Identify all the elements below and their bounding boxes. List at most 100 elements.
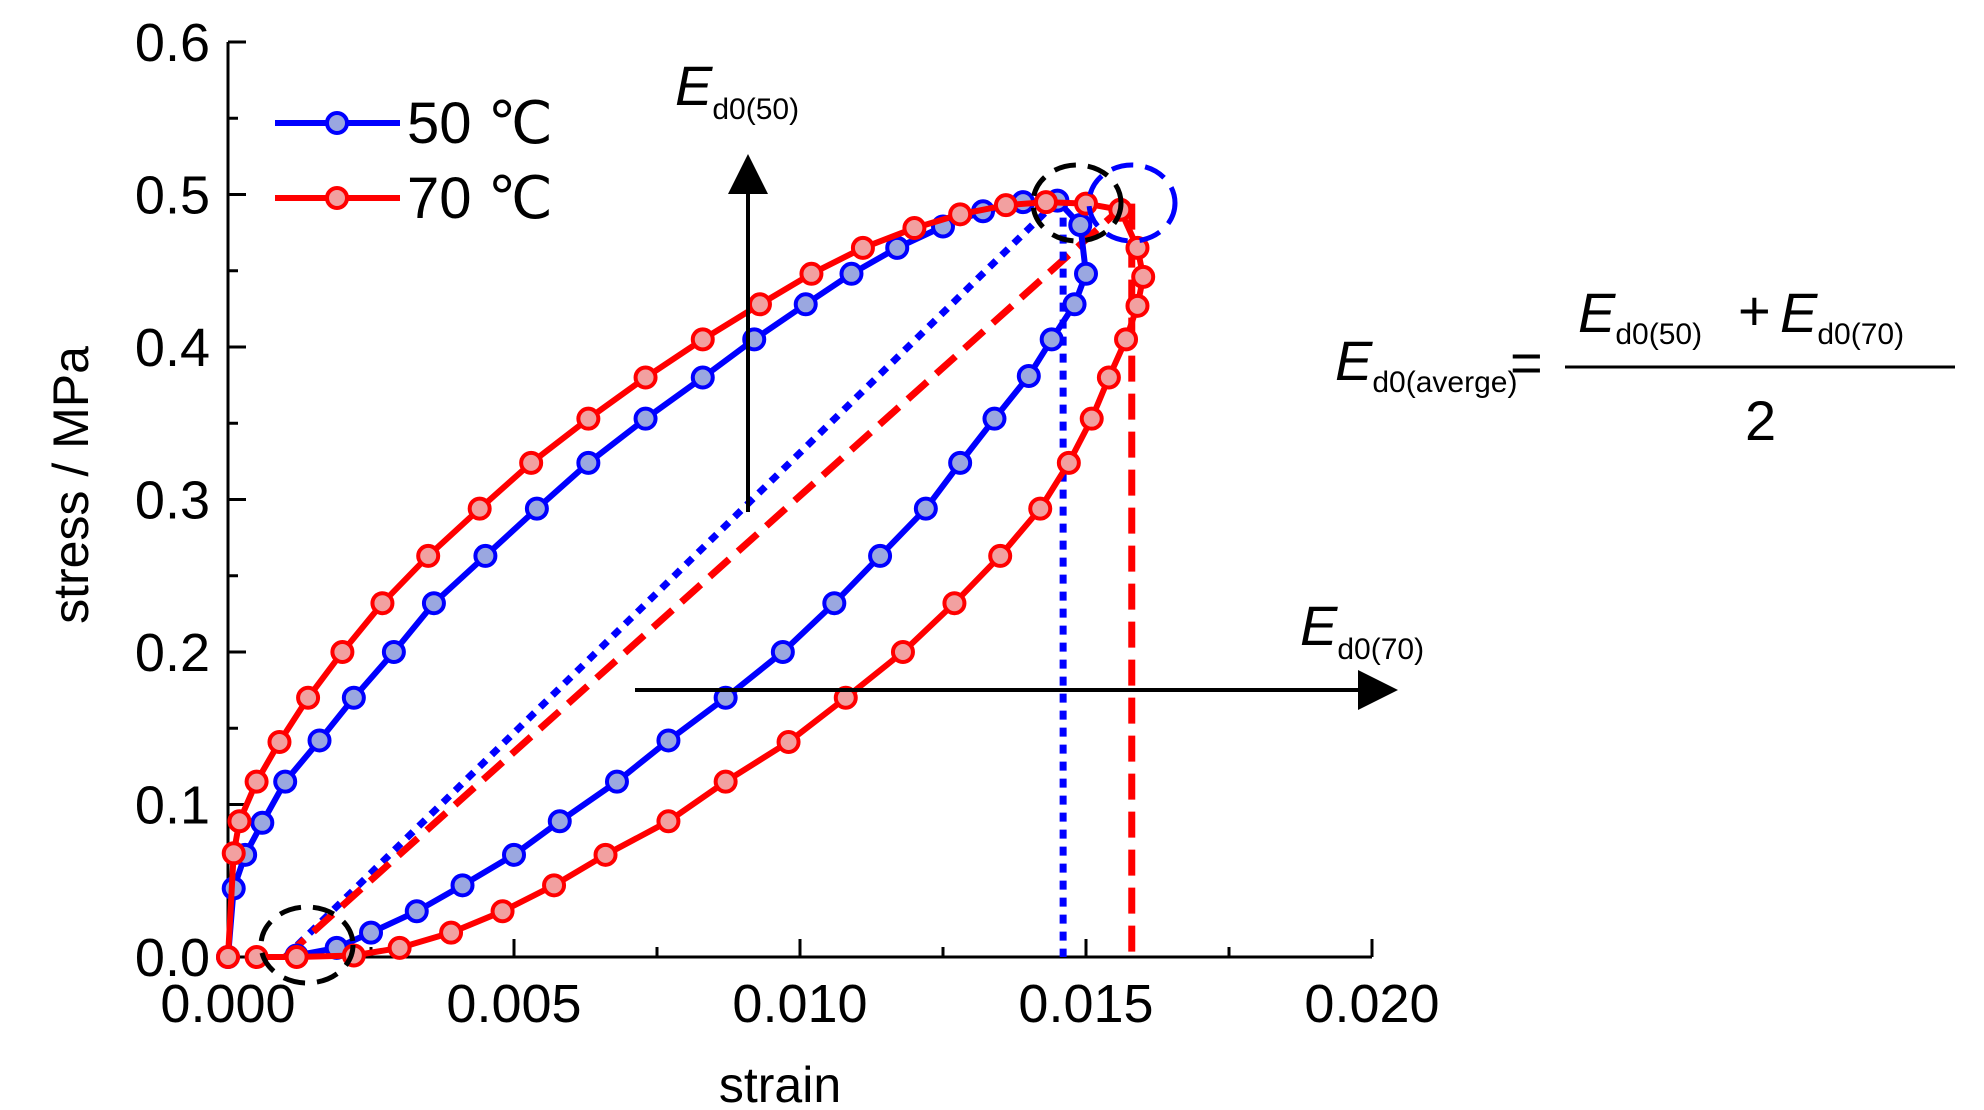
data-point [359, 920, 383, 945]
formula-numerator-1: Ed0(50) [1578, 281, 1702, 351]
label-e50: Ed0(50) [675, 54, 799, 126]
data-point [885, 235, 910, 260]
data-point [467, 496, 492, 521]
x-tick-label: 0.000 [160, 974, 295, 1034]
data-point [1068, 213, 1093, 237]
y-tick-label: 0.0 [135, 928, 210, 988]
data-point [690, 365, 715, 390]
data-point [1028, 496, 1053, 521]
data-point [524, 496, 549, 521]
x-axis-title: strain [719, 1057, 841, 1110]
data-point [1131, 264, 1156, 289]
reference-line-secant-50 [282, 198, 1060, 960]
data-point [1114, 327, 1139, 352]
data-point [793, 292, 818, 317]
y-tick-label: 0.5 [135, 166, 210, 226]
data-point [307, 728, 332, 753]
data-point [227, 809, 252, 834]
data-point [993, 193, 1018, 218]
data-point [387, 935, 412, 960]
data-point [1062, 292, 1087, 317]
data-point [341, 685, 366, 710]
reference-lines [282, 198, 1136, 960]
data-point [982, 406, 1007, 431]
formula-plus: + [1738, 279, 1771, 342]
data-point [244, 769, 269, 794]
data-point [868, 543, 893, 568]
data-point [1125, 235, 1150, 260]
data-point [988, 543, 1013, 568]
data-point [747, 292, 772, 317]
label-e70: Ed0(70) [1300, 594, 1424, 666]
data-point [1016, 363, 1041, 388]
formula-lhs: Ed0(averge) [1335, 329, 1517, 399]
data-point [1039, 327, 1064, 352]
data-point [1079, 406, 1104, 431]
data-point [1096, 365, 1121, 390]
data-point [839, 261, 864, 286]
reference-line-secant-70 [282, 201, 1129, 960]
y-tick-label: 0.3 [135, 471, 210, 531]
data-point [948, 450, 973, 475]
data-point [633, 406, 658, 431]
data-point [656, 809, 681, 834]
data-point [1125, 293, 1150, 318]
data-point [633, 365, 658, 390]
data-point [250, 810, 275, 835]
data-point [490, 899, 515, 924]
data-point [542, 873, 567, 898]
data-point [502, 842, 526, 867]
data-point [902, 216, 927, 241]
data-point [330, 640, 355, 664]
data-point [1074, 261, 1098, 286]
x-ticks: 0.000 0.005 0.010 0.015 0.020 [160, 939, 1440, 1034]
data-point [221, 841, 246, 866]
formula: Ed0(averge) = Ed0(50) + Ed0(70) 2 [1335, 279, 1955, 452]
x-tick-label: 0.020 [1304, 974, 1439, 1034]
data-point [421, 591, 446, 616]
x-tick-label: 0.010 [732, 974, 867, 1034]
y-tick-label: 0.6 [135, 13, 210, 73]
black-circle-peak [1030, 162, 1124, 244]
data-point [284, 945, 309, 969]
data-point [381, 640, 406, 664]
data-point [604, 769, 629, 794]
legend-label-50: 50 ℃ [407, 91, 553, 156]
data-point [244, 945, 269, 969]
data-point [404, 899, 429, 924]
blue-circle-peak [1086, 162, 1178, 244]
data-point [913, 496, 938, 521]
data-point [948, 202, 973, 227]
legend-marker-70 [325, 186, 349, 210]
data-point [576, 406, 601, 431]
data-point [1056, 450, 1081, 475]
formula-equals: = [1510, 331, 1543, 394]
data-point [416, 543, 441, 568]
x-tick-label: 0.005 [446, 974, 581, 1034]
series-layer [216, 188, 1156, 969]
data-point [776, 729, 801, 754]
black-circle-origin [258, 904, 356, 986]
data-point [439, 920, 464, 945]
data-point [519, 450, 544, 475]
series-70c [216, 190, 1156, 969]
legend-marker-50 [325, 111, 349, 135]
data-point [216, 945, 240, 969]
axes: 0.000 0.005 0.010 0.015 0.020 0.00.10.20.30.… [135, 13, 1440, 1034]
y-tick-label: 0.4 [135, 318, 210, 378]
legend-label-70: 70 ℃ [407, 166, 553, 231]
data-point [1074, 191, 1098, 216]
series-line [225, 197, 1089, 959]
data-point [296, 685, 321, 710]
data-point [770, 640, 795, 664]
data-point [473, 543, 498, 568]
formula-denominator: 2 [1745, 389, 1776, 452]
data-point [1033, 190, 1058, 215]
data-point [833, 685, 858, 710]
series-line [225, 199, 1147, 960]
data-point [547, 809, 572, 834]
data-point [267, 729, 292, 754]
data-point [713, 769, 738, 794]
x-tick-label: 0.015 [1018, 974, 1153, 1034]
